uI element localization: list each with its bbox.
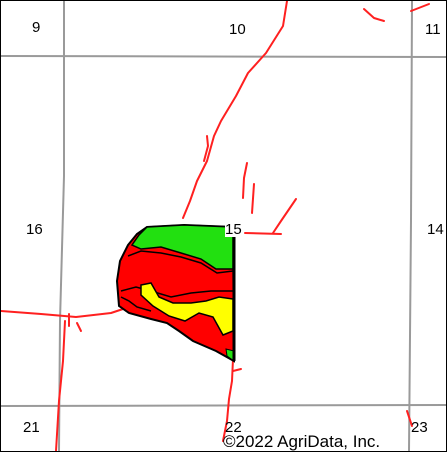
- field-map: [115, 223, 236, 363]
- section-label-21: 21: [23, 419, 40, 436]
- section-label-15: 15: [225, 221, 242, 238]
- section-label-14: 14: [427, 221, 444, 238]
- soil-contour-2: [120, 286, 233, 298]
- section-label-23: 23: [411, 419, 428, 436]
- road-15: [244, 232, 282, 235]
- section-label-10: 10: [229, 21, 246, 38]
- road-spur-b: [251, 183, 255, 214]
- section-label-22: 22: [225, 419, 242, 436]
- road-west-ell: [203, 135, 209, 162]
- road-se-spur: [232, 368, 242, 372]
- section-line-south: [1, 404, 446, 407]
- roads: [1, 1, 430, 451]
- copyright-text: ©2022 AgriData, Inc.: [223, 432, 381, 451]
- section-label-11: 11: [425, 21, 441, 38]
- road-south-a: [55, 320, 66, 451]
- road-south-field: [222, 358, 234, 442]
- road-se-curve: [406, 410, 413, 427]
- road-top-spur: [410, 3, 430, 12]
- section-line-north: [1, 55, 446, 58]
- soil-zone-green: [130, 224, 234, 270]
- section-label-9: 9: [32, 19, 41, 36]
- road-main-diagonal: [182, 1, 288, 219]
- soil-contour-3: [120, 296, 152, 312]
- soil-contour-1: [127, 250, 234, 274]
- road-south-b: [76, 322, 82, 332]
- section-label-16: 16: [26, 221, 43, 238]
- road-spur-a: [242, 162, 248, 199]
- road-top-hook: [363, 8, 385, 22]
- road-west-horizontal: [1, 308, 124, 318]
- road-spur-c: [272, 198, 297, 234]
- section-line-east: [408, 1, 413, 451]
